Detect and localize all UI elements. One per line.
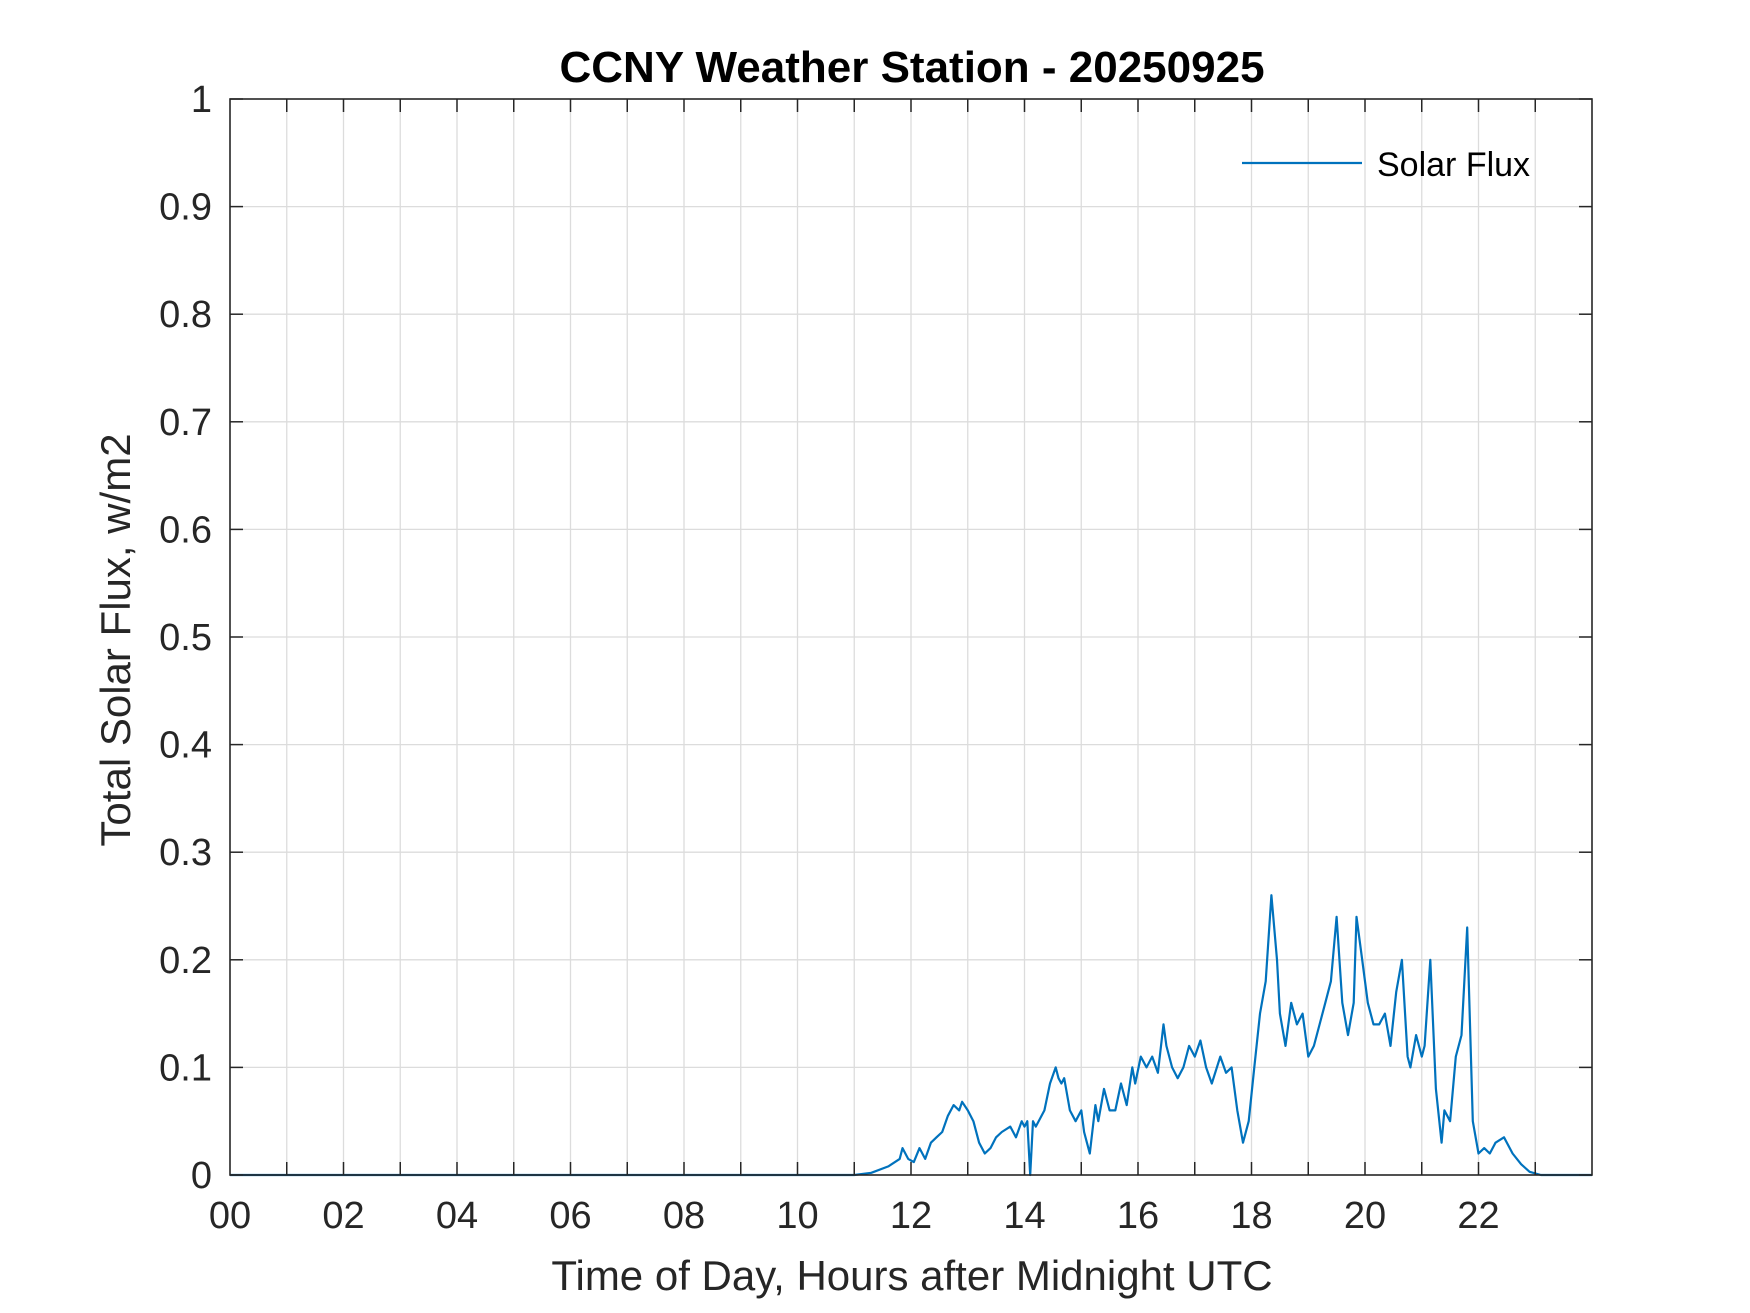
y-tick-label: 0.1 <box>159 1047 212 1089</box>
y-tick-label: 0.3 <box>159 832 212 874</box>
y-tick-label: 0.9 <box>159 187 212 229</box>
x-tick-label: 22 <box>1457 1195 1499 1237</box>
x-tick-label: 10 <box>776 1195 818 1237</box>
x-tick-label: 20 <box>1344 1195 1386 1237</box>
legend: Solar Flux <box>1242 146 1530 184</box>
series-layer <box>230 894 1592 1177</box>
x-tick-label: 14 <box>1003 1195 1045 1237</box>
y-tick-label: 0.5 <box>159 617 212 659</box>
x-tick-label: 02 <box>322 1195 364 1237</box>
x-axis-label: Time of Day, Hours after Midnight UTC <box>551 1252 1272 1299</box>
grid-lines <box>230 99 1592 1175</box>
y-tick-label: 0.6 <box>159 509 212 551</box>
legend-label-solar-flux: Solar Flux <box>1377 146 1530 184</box>
y-tick-label: 0.2 <box>159 940 212 982</box>
y-tick-label: 1 <box>191 79 212 121</box>
chart-title: CCNY Weather Station - 20250925 <box>559 43 1264 92</box>
y-tick-label: 0.8 <box>159 294 212 336</box>
x-tick-label: 00 <box>209 1195 251 1237</box>
y-tick-label: 0.7 <box>159 402 212 444</box>
x-tick-label: 08 <box>663 1195 705 1237</box>
series-line-solar-flux <box>230 894 1592 1177</box>
axes <box>229 98 1593 1176</box>
x-tick-label: 12 <box>890 1195 932 1237</box>
x-tick-label: 04 <box>436 1195 478 1237</box>
x-tick-label: 16 <box>1117 1195 1159 1237</box>
x-tick-label: 06 <box>549 1195 591 1237</box>
y-tick-label: 0.4 <box>159 725 212 767</box>
y-tick-label: 0 <box>191 1155 212 1197</box>
tick-labels: 00 02 04 06 08 10 12 14 16 18 20 22 0 0.1 0.2 0.3 0.4 0.5… <box>159 79 1499 1237</box>
x-tick-label: 18 <box>1230 1195 1272 1237</box>
y-axis-label: Total Solar Flux, w/m2 <box>92 433 139 846</box>
